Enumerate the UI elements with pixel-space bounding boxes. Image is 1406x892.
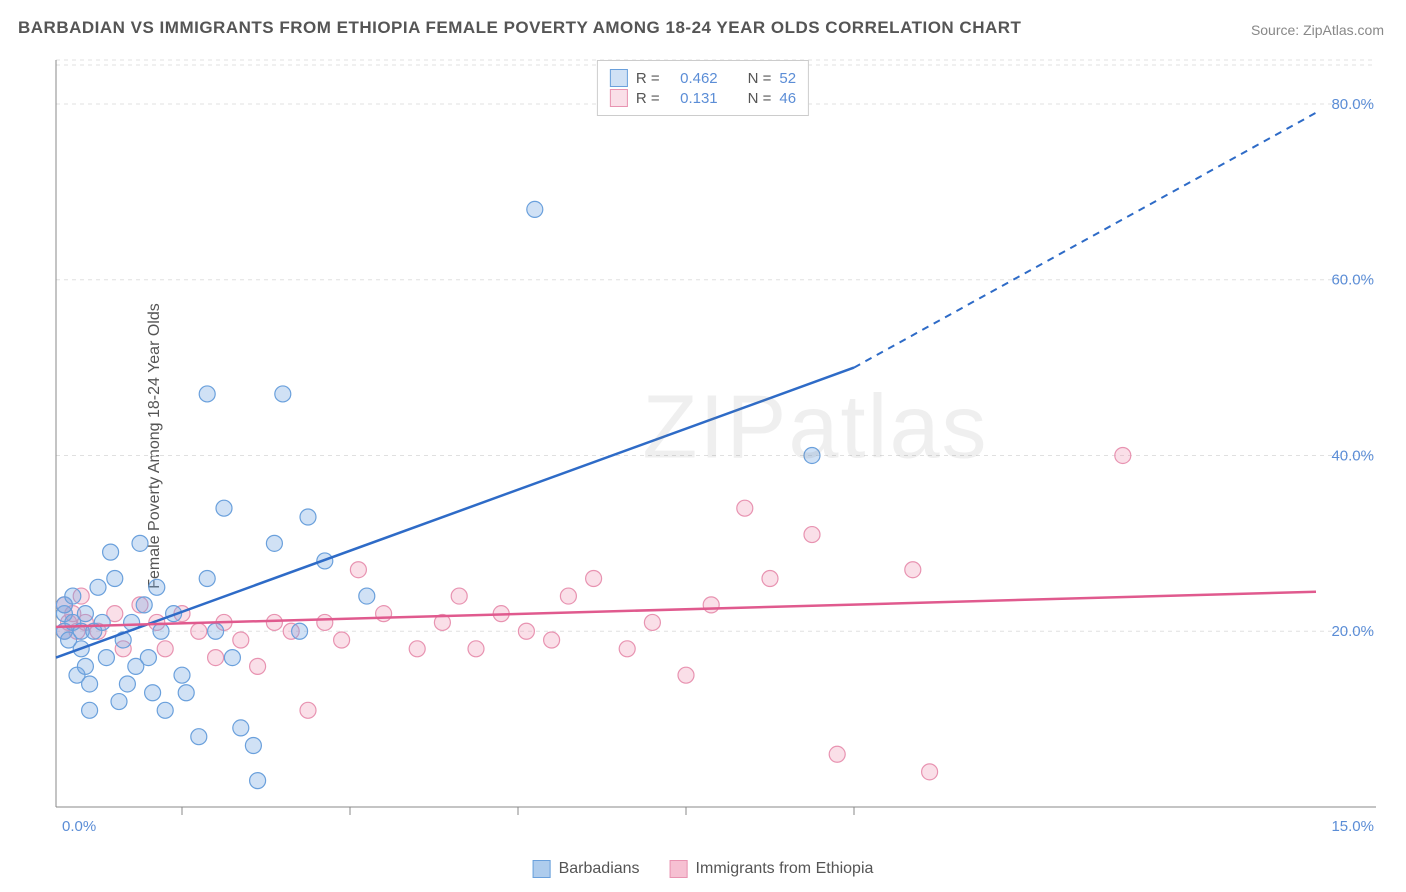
data-point — [111, 694, 127, 710]
data-point — [153, 623, 169, 639]
data-point — [174, 667, 190, 683]
data-point — [762, 571, 778, 587]
series-legend: Barbadians Immigrants from Ethiopia — [533, 860, 874, 878]
data-point — [224, 650, 240, 666]
r-label: R = — [636, 90, 660, 107]
data-point — [216, 500, 232, 516]
source-label: Source: ZipAtlas.com — [1251, 22, 1384, 38]
data-point — [233, 720, 249, 736]
data-point — [804, 527, 820, 543]
data-point — [905, 562, 921, 578]
y-tick-label: 20.0% — [1331, 623, 1374, 640]
data-point — [191, 729, 207, 745]
trend-line-extrapolated — [854, 113, 1316, 368]
data-point — [266, 535, 282, 551]
data-point — [292, 623, 308, 639]
data-point — [90, 579, 106, 595]
data-point — [359, 588, 375, 604]
data-point — [191, 623, 207, 639]
data-point — [103, 544, 119, 560]
x-tick-label: 0.0% — [62, 818, 96, 835]
data-point — [250, 773, 266, 789]
data-point — [737, 500, 753, 516]
data-point — [77, 606, 93, 622]
chart-title: BARBADIAN VS IMMIGRANTS FROM ETHIOPIA FE… — [18, 18, 1021, 38]
data-point — [1115, 447, 1131, 463]
data-point — [145, 685, 161, 701]
correlation-legend-row: R = 0.462 N = 52 — [610, 69, 796, 87]
r-value: 0.131 — [668, 90, 718, 107]
data-point — [208, 650, 224, 666]
data-point — [82, 702, 98, 718]
legend-swatch — [533, 860, 551, 878]
data-point — [245, 737, 261, 753]
correlation-legend: R = 0.462 N = 52 R = 0.131 N = 46 — [597, 60, 809, 116]
legend-swatch — [610, 69, 628, 87]
data-point — [275, 386, 291, 402]
data-point — [233, 632, 249, 648]
y-tick-label: 60.0% — [1331, 272, 1374, 289]
data-point — [107, 571, 123, 587]
data-point — [560, 588, 576, 604]
x-tick-label: 15.0% — [1331, 818, 1374, 835]
data-point — [300, 509, 316, 525]
scatter-chart-svg: 20.0% 40.0% 60.0% 80.0% 0.0% 15.0% — [50, 55, 1386, 842]
series-legend-label: Immigrants from Ethiopia — [696, 860, 874, 878]
data-point — [350, 562, 366, 578]
data-point — [250, 658, 266, 674]
series-legend-item: Immigrants from Ethiopia — [670, 860, 874, 878]
data-point — [199, 386, 215, 402]
data-point — [468, 641, 484, 657]
data-point — [65, 588, 81, 604]
data-point — [300, 702, 316, 718]
data-point — [922, 764, 938, 780]
data-point — [178, 685, 194, 701]
data-point — [208, 623, 224, 639]
data-point — [94, 614, 110, 630]
n-label: N = — [748, 70, 772, 87]
data-point — [544, 632, 560, 648]
r-value: 0.462 — [668, 70, 718, 87]
y-tick-label: 40.0% — [1331, 447, 1374, 464]
data-point — [157, 702, 173, 718]
n-value: 46 — [779, 90, 796, 107]
n-value: 52 — [779, 70, 796, 87]
data-point — [149, 579, 165, 595]
trend-line — [56, 368, 854, 658]
data-point — [829, 746, 845, 762]
y-tick-label: 80.0% — [1331, 96, 1374, 113]
series-legend-item: Barbadians — [533, 860, 640, 878]
data-point — [619, 641, 635, 657]
trend-line — [56, 592, 1316, 627]
data-point — [334, 632, 350, 648]
legend-swatch — [610, 89, 628, 107]
data-point — [678, 667, 694, 683]
data-point — [119, 676, 135, 692]
data-point — [98, 650, 114, 666]
data-point — [527, 201, 543, 217]
data-point — [518, 623, 534, 639]
data-point — [136, 597, 152, 613]
r-label: R = — [636, 70, 660, 87]
correlation-legend-row: R = 0.131 N = 46 — [610, 89, 796, 107]
data-point — [317, 614, 333, 630]
data-point — [77, 658, 93, 674]
data-point — [451, 588, 467, 604]
data-point — [82, 676, 98, 692]
series-legend-label: Barbadians — [559, 860, 640, 878]
data-point — [157, 641, 173, 657]
n-label: N = — [748, 90, 772, 107]
data-point — [376, 606, 392, 622]
data-point — [804, 447, 820, 463]
data-point — [586, 571, 602, 587]
data-point — [703, 597, 719, 613]
data-point — [409, 641, 425, 657]
data-point — [140, 650, 156, 666]
data-point — [266, 614, 282, 630]
chart-area: 20.0% 40.0% 60.0% 80.0% 0.0% 15.0% — [50, 55, 1386, 842]
data-point — [199, 571, 215, 587]
legend-swatch — [670, 860, 688, 878]
data-point — [644, 614, 660, 630]
data-point — [132, 535, 148, 551]
